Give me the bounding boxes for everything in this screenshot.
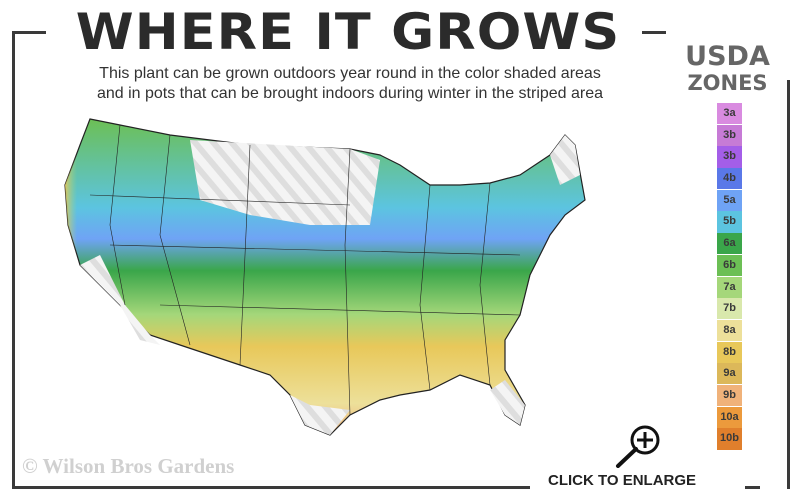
legend-zone-4b: 4b (717, 168, 742, 190)
click-to-enlarge-label: CLICK TO ENLARGE (548, 472, 697, 489)
legend-zone-9b: 9b (717, 384, 742, 407)
legend-zone-6a: 6a (717, 233, 742, 255)
legend-zone-3a: 3a (717, 103, 742, 125)
frame-right-edge (787, 80, 790, 489)
frame-left (12, 31, 15, 489)
subtitle: This plant can be grown outdoors year ro… (40, 64, 660, 104)
zoom-in-icon (616, 425, 660, 468)
legend-title: USDA ZONES (680, 41, 775, 96)
subtitle-line-2: and in pots that can be brought indoors … (96, 85, 604, 102)
legend-zone-7a: 7a (717, 276, 742, 298)
frame-top-right (642, 31, 666, 34)
frame-right-gap (760, 31, 790, 489)
legend-zone-7b: 7b (717, 298, 742, 320)
legend-title-line-1: USDA (685, 41, 770, 72)
copyright-watermark: © Wilson Bros Gardens (22, 454, 235, 478)
legend-zone-5b: 5b (717, 211, 742, 233)
legend-zone-10a: 10a (717, 406, 742, 428)
zone-legend: 3a 3b 3b 4b 5a 5b 6a 6b 7a 7b 8a 8b 9a 9b 10a 10b (717, 103, 742, 450)
legend-zone-6b: 6b (717, 254, 742, 276)
legend-zone-9a: 9a (717, 363, 742, 385)
legend-zone-8b: 8b (717, 341, 742, 363)
subtitle-line-1: This plant can be grown outdoors year ro… (99, 65, 601, 82)
click-to-enlarge-button[interactable]: CLICK TO ENLARGE (540, 420, 730, 495)
striped-region-maine (550, 135, 580, 185)
legend-zone-3b: 3b (717, 146, 742, 168)
legend-zone-8a: 8a (717, 319, 742, 342)
state-borders (89, 124, 521, 416)
legend-title-line-2: ZONES (687, 71, 768, 95)
legend-zone-10b: 10b (717, 428, 742, 450)
frame-top-left (12, 31, 46, 34)
striped-region-gulf (290, 395, 350, 435)
usda-zone-map[interactable] (50, 105, 610, 465)
frame-bottom-left (12, 486, 530, 489)
striped-region-west (80, 255, 160, 345)
legend-zone-3b: 3b (717, 124, 742, 146)
page-title: WHERE IT GROWS (75, 3, 621, 61)
striped-region-florida (490, 380, 525, 425)
striped-region-north (190, 140, 380, 225)
legend-zone-5a: 5a (717, 189, 742, 211)
